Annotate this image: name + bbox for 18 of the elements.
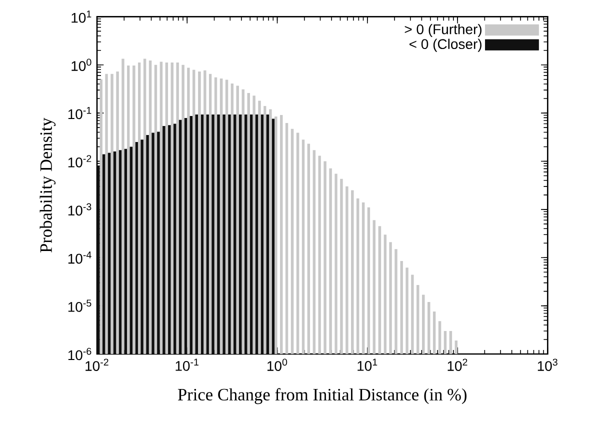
y-tick-label: 10$^{-6}$ bbox=[68, 348, 92, 360]
x-tick-label: 10$^{-2}$ bbox=[86, 358, 108, 371]
x-tick-label: 10$^{0}$ bbox=[267, 358, 288, 371]
y-tick-label: 10$^{-4}$ bbox=[68, 252, 92, 264]
y-tick-label: 10$^{1}$ bbox=[72, 10, 92, 23]
x-tick-label: 10$^{3}$ bbox=[538, 358, 558, 371]
y-axis-title: Probability Density bbox=[40, 118, 56, 252]
y-tick-label: 10$^{0}$ bbox=[72, 58, 92, 71]
x-axis-title: Price Change from Initial Distance (in %) bbox=[178, 388, 466, 404]
y-tick-label: 10$^{-1}$ bbox=[68, 106, 92, 120]
legend-label: > 0 (Further) bbox=[404, 24, 482, 38]
y-tick-label: 10$^{-2}$ bbox=[68, 155, 92, 168]
x-tick-label: 10$^{1}$ bbox=[358, 358, 378, 371]
y-tick-label: 10$^{-3}$ bbox=[68, 203, 92, 216]
legend-label: < 0 (Closer) bbox=[410, 38, 482, 52]
x-tick-label: 10$^{2}$ bbox=[448, 358, 468, 371]
y-tick-label: 10$^{-5}$ bbox=[68, 300, 92, 312]
x-tick-label: 10$^{-1}$ bbox=[176, 358, 198, 371]
